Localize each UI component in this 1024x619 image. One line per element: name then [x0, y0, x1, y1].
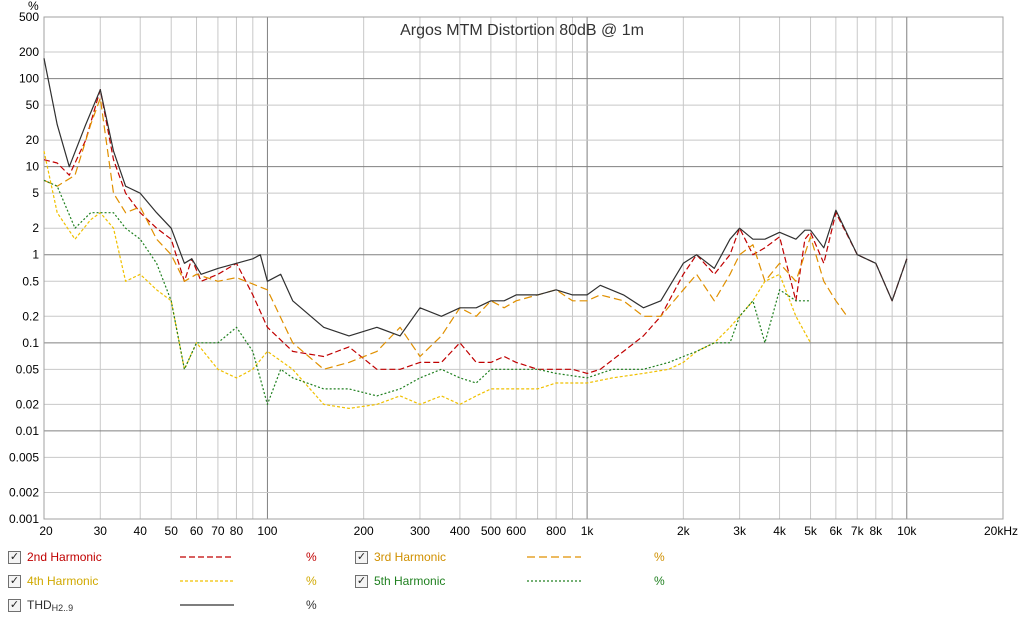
- y-tick-label: 500: [19, 10, 39, 24]
- plot-border: [43, 16, 1004, 520]
- x-tick-label: 600: [506, 524, 526, 538]
- x-axis-ticks: 20 30 40 50 60 70 80 100 200 300 400 500 600 800 1k 2k 3…: [39, 524, 1018, 538]
- y-tick-label: 0.01: [16, 424, 40, 438]
- y-tick-label: 0.5: [22, 274, 39, 288]
- y-unit-label: %: [28, 0, 39, 13]
- y-tick-label: 50: [26, 98, 40, 112]
- legend-swatch-5th-harmonic: [527, 580, 581, 582]
- x-tick-label: 6k: [830, 524, 844, 538]
- legend-swatch-thd: [180, 604, 234, 606]
- legend-label-4th-harmonic: 4th Harmonic: [27, 574, 99, 588]
- x-tick-label: 3k: [733, 524, 747, 538]
- x-tick-label: 50: [165, 524, 179, 538]
- legend-label-3rd-harmonic: 3rd Harmonic: [374, 550, 447, 564]
- legend-unit-5th-harmonic: %: [654, 574, 665, 588]
- x-tick-label: 4k: [773, 524, 787, 538]
- checkbox-thd[interactable]: ✓: [8, 598, 21, 612]
- legend-swatch-3rd-harmonic: [527, 556, 581, 558]
- y-tick-label: 0.001: [9, 512, 39, 526]
- x-tick-label: 2k: [677, 524, 691, 538]
- y-tick-label: 2: [32, 221, 39, 235]
- legend-unit-4th-harmonic: %: [306, 574, 317, 588]
- y-tick-label: 20: [26, 133, 40, 147]
- legend-label-thd-subscript: H2..9: [51, 603, 74, 613]
- series-line-5: [43, 58, 908, 337]
- checkbox-4th-harmonic[interactable]: ✓: [8, 574, 21, 588]
- y-tick-label: 10: [26, 160, 40, 174]
- legend-item-3rd-harmonic[interactable]: ✓ 3rd Harmonic: [355, 547, 524, 567]
- y-tick-label: 0.002: [9, 485, 39, 499]
- y-tick-label: 0.02: [16, 397, 40, 411]
- x-tick-label: 5k: [804, 524, 818, 538]
- legend-label-5th-harmonic: 5th Harmonic: [374, 574, 446, 588]
- y-tick-label: 0.05: [16, 362, 40, 376]
- x-tick-label: 80: [230, 524, 244, 538]
- x-tick-label: 20kHz: [984, 524, 1018, 538]
- plot-area: [43, 16, 1004, 520]
- y-tick-label: 100: [19, 72, 39, 86]
- legend-unit-3rd-harmonic: %: [654, 550, 665, 564]
- legend-swatch-2nd-harmonic: [180, 556, 234, 558]
- series-line-1: [43, 88, 908, 374]
- legend-swatch-4th-harmonic: [180, 580, 234, 582]
- legend-unit-2nd-harmonic: %: [306, 550, 317, 564]
- series-line-2: [43, 97, 848, 370]
- x-tick-label: 10k: [897, 524, 917, 538]
- x-tick-label: 30: [94, 524, 108, 538]
- distortion-chart: 20 30 40 50 60 70 80 100 200 300 400 500 600 800 1k 2k 3…: [9, 0, 1018, 538]
- y-tick-label: 5: [32, 186, 39, 200]
- legend-item-2nd-harmonic[interactable]: ✓ 2nd Harmonic: [8, 547, 177, 567]
- series-lines: [43, 58, 908, 409]
- checkbox-3rd-harmonic[interactable]: ✓: [355, 550, 368, 564]
- x-tick-label: 1k: [581, 524, 595, 538]
- x-tick-label: 70: [211, 524, 225, 538]
- x-tick-label: 8k: [869, 524, 883, 538]
- x-tick-label: 500: [481, 524, 501, 538]
- legend-unit-thd: %: [306, 598, 317, 612]
- y-tick-label: 1: [32, 248, 39, 262]
- y-tick-label: 0.005: [9, 450, 39, 464]
- y-tick-label: 200: [19, 45, 39, 59]
- x-tick-label: 60: [190, 524, 204, 538]
- series-line-3: [43, 150, 812, 409]
- y-tick-label: 0.1: [22, 336, 39, 350]
- x-tick-label: 800: [546, 524, 566, 538]
- checkbox-2nd-harmonic[interactable]: ✓: [8, 550, 21, 564]
- x-tick-label: 7k: [851, 524, 865, 538]
- x-tick-label: 300: [410, 524, 430, 538]
- y-axis-ticks: 500 200 100 50 20 10 5 2 1 0.5 0.2 0.1 0.05 0.02 0.01 0…: [9, 10, 39, 526]
- x-tick-label: 100: [257, 524, 277, 538]
- legend-label-2nd-harmonic: 2nd Harmonic: [27, 550, 102, 564]
- legend-item-5th-harmonic[interactable]: ✓ 5th Harmonic: [355, 571, 524, 591]
- legend-label-thd: THD: [27, 598, 52, 612]
- y-tick-label: 0.2: [22, 309, 39, 323]
- chart-title: Argos MTM Distortion 80dB @ 1m: [400, 22, 644, 39]
- x-tick-label: 200: [354, 524, 374, 538]
- checkbox-5th-harmonic[interactable]: ✓: [355, 574, 368, 588]
- x-tick-label: 20: [39, 524, 53, 538]
- legend-item-thd[interactable]: ✓ THD H2..9: [8, 595, 73, 615]
- legend: ✓ 2nd Harmonic % ✓ 3rd Harmonic % ✓ 4th …: [0, 544, 1024, 619]
- legend-item-4th-harmonic[interactable]: ✓ 4th Harmonic: [8, 571, 177, 591]
- x-tick-label: 400: [450, 524, 470, 538]
- x-tick-label: 40: [134, 524, 148, 538]
